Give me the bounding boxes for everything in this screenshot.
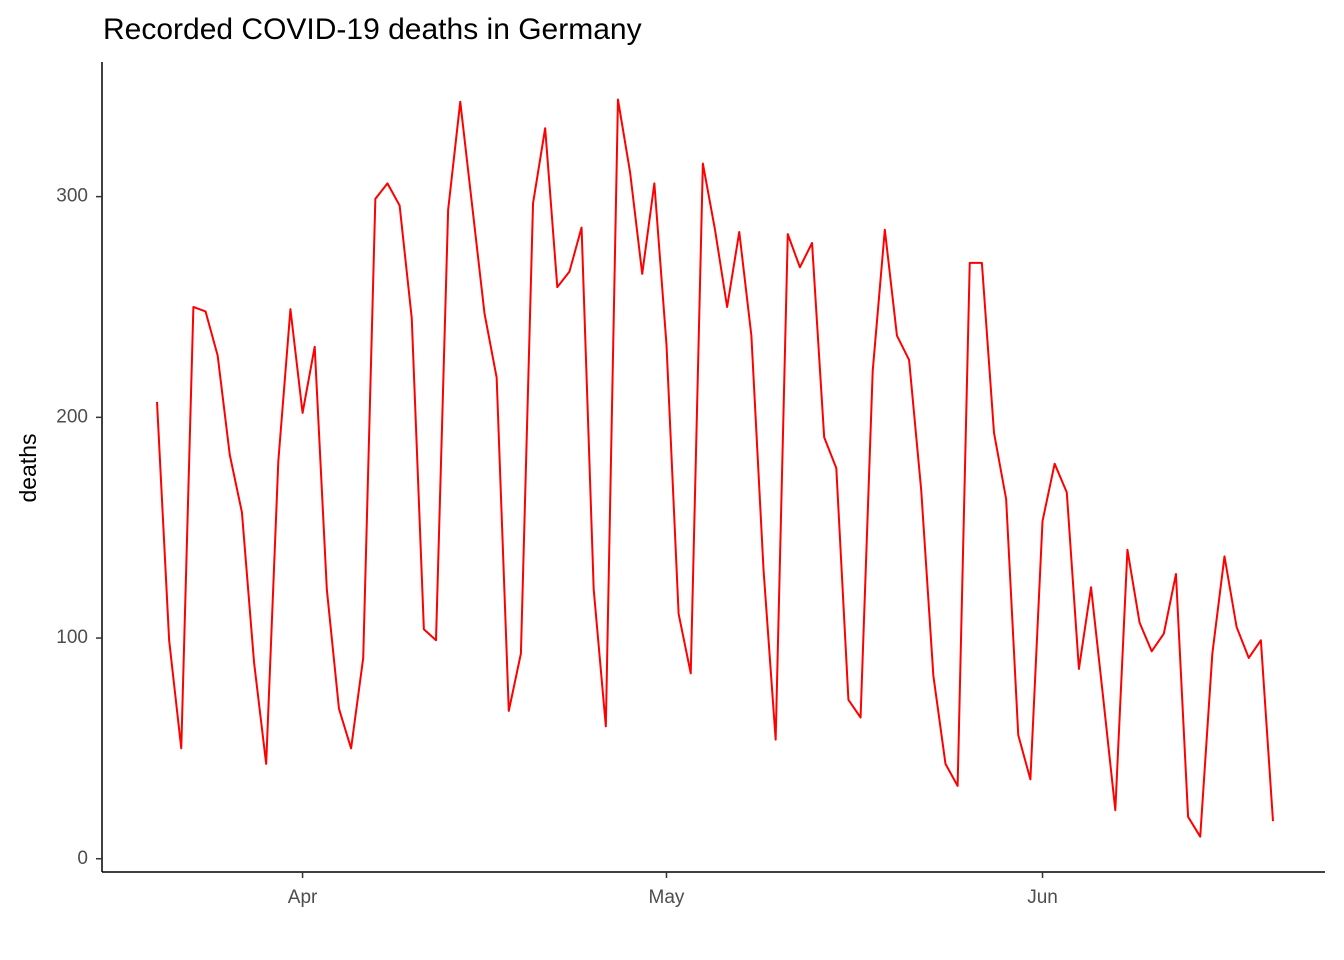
y-axis-label: deaths xyxy=(15,433,41,502)
chart-title: Recorded COVID-19 deaths in Germany xyxy=(103,13,642,46)
x-tick-label: Apr xyxy=(288,887,318,908)
x-tick-label: May xyxy=(649,887,685,908)
y-tick-label: 300 xyxy=(56,186,88,207)
x-tick-label: Jun xyxy=(1027,887,1058,908)
y-tick-label: 200 xyxy=(56,406,88,427)
line-series xyxy=(156,98,1274,838)
y-tick-label: 100 xyxy=(56,627,88,648)
y-tick-label: 0 xyxy=(77,848,88,869)
